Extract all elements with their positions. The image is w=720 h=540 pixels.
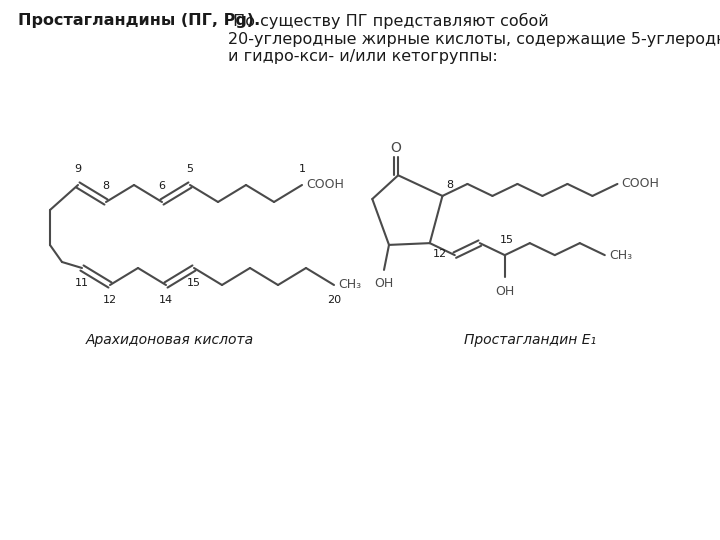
Text: COOH: COOH: [621, 178, 660, 191]
Text: Арахидоновая кислота: Арахидоновая кислота: [86, 333, 254, 347]
Text: 8: 8: [446, 180, 454, 190]
Text: COOH: COOH: [306, 179, 344, 192]
Text: 15: 15: [187, 278, 201, 288]
Text: 15: 15: [500, 235, 514, 245]
Text: 8: 8: [102, 181, 109, 191]
Text: 1: 1: [299, 164, 305, 174]
Text: 12: 12: [103, 295, 117, 305]
Text: 5: 5: [186, 164, 194, 174]
Text: 11: 11: [75, 278, 89, 288]
Text: CH₃: CH₃: [338, 279, 361, 292]
Text: По существу ПГ представляют собой
20-углеродные жирные кислоты, содержащие 5-угл: По существу ПГ представляют собой 20-угл…: [228, 13, 720, 64]
Text: O: O: [391, 141, 402, 156]
Text: CH₃: CH₃: [609, 248, 632, 261]
Text: 9: 9: [74, 164, 81, 174]
Text: OH: OH: [374, 277, 394, 290]
Text: 14: 14: [159, 295, 173, 305]
Text: Простагландин Е₁: Простагландин Е₁: [464, 333, 596, 347]
Text: 12: 12: [433, 249, 447, 259]
Text: 20: 20: [327, 295, 341, 305]
Text: 6: 6: [158, 181, 166, 191]
Text: OH: OH: [495, 285, 514, 298]
Text: Простагландины (ПГ, Pg).: Простагландины (ПГ, Pg).: [18, 13, 260, 28]
